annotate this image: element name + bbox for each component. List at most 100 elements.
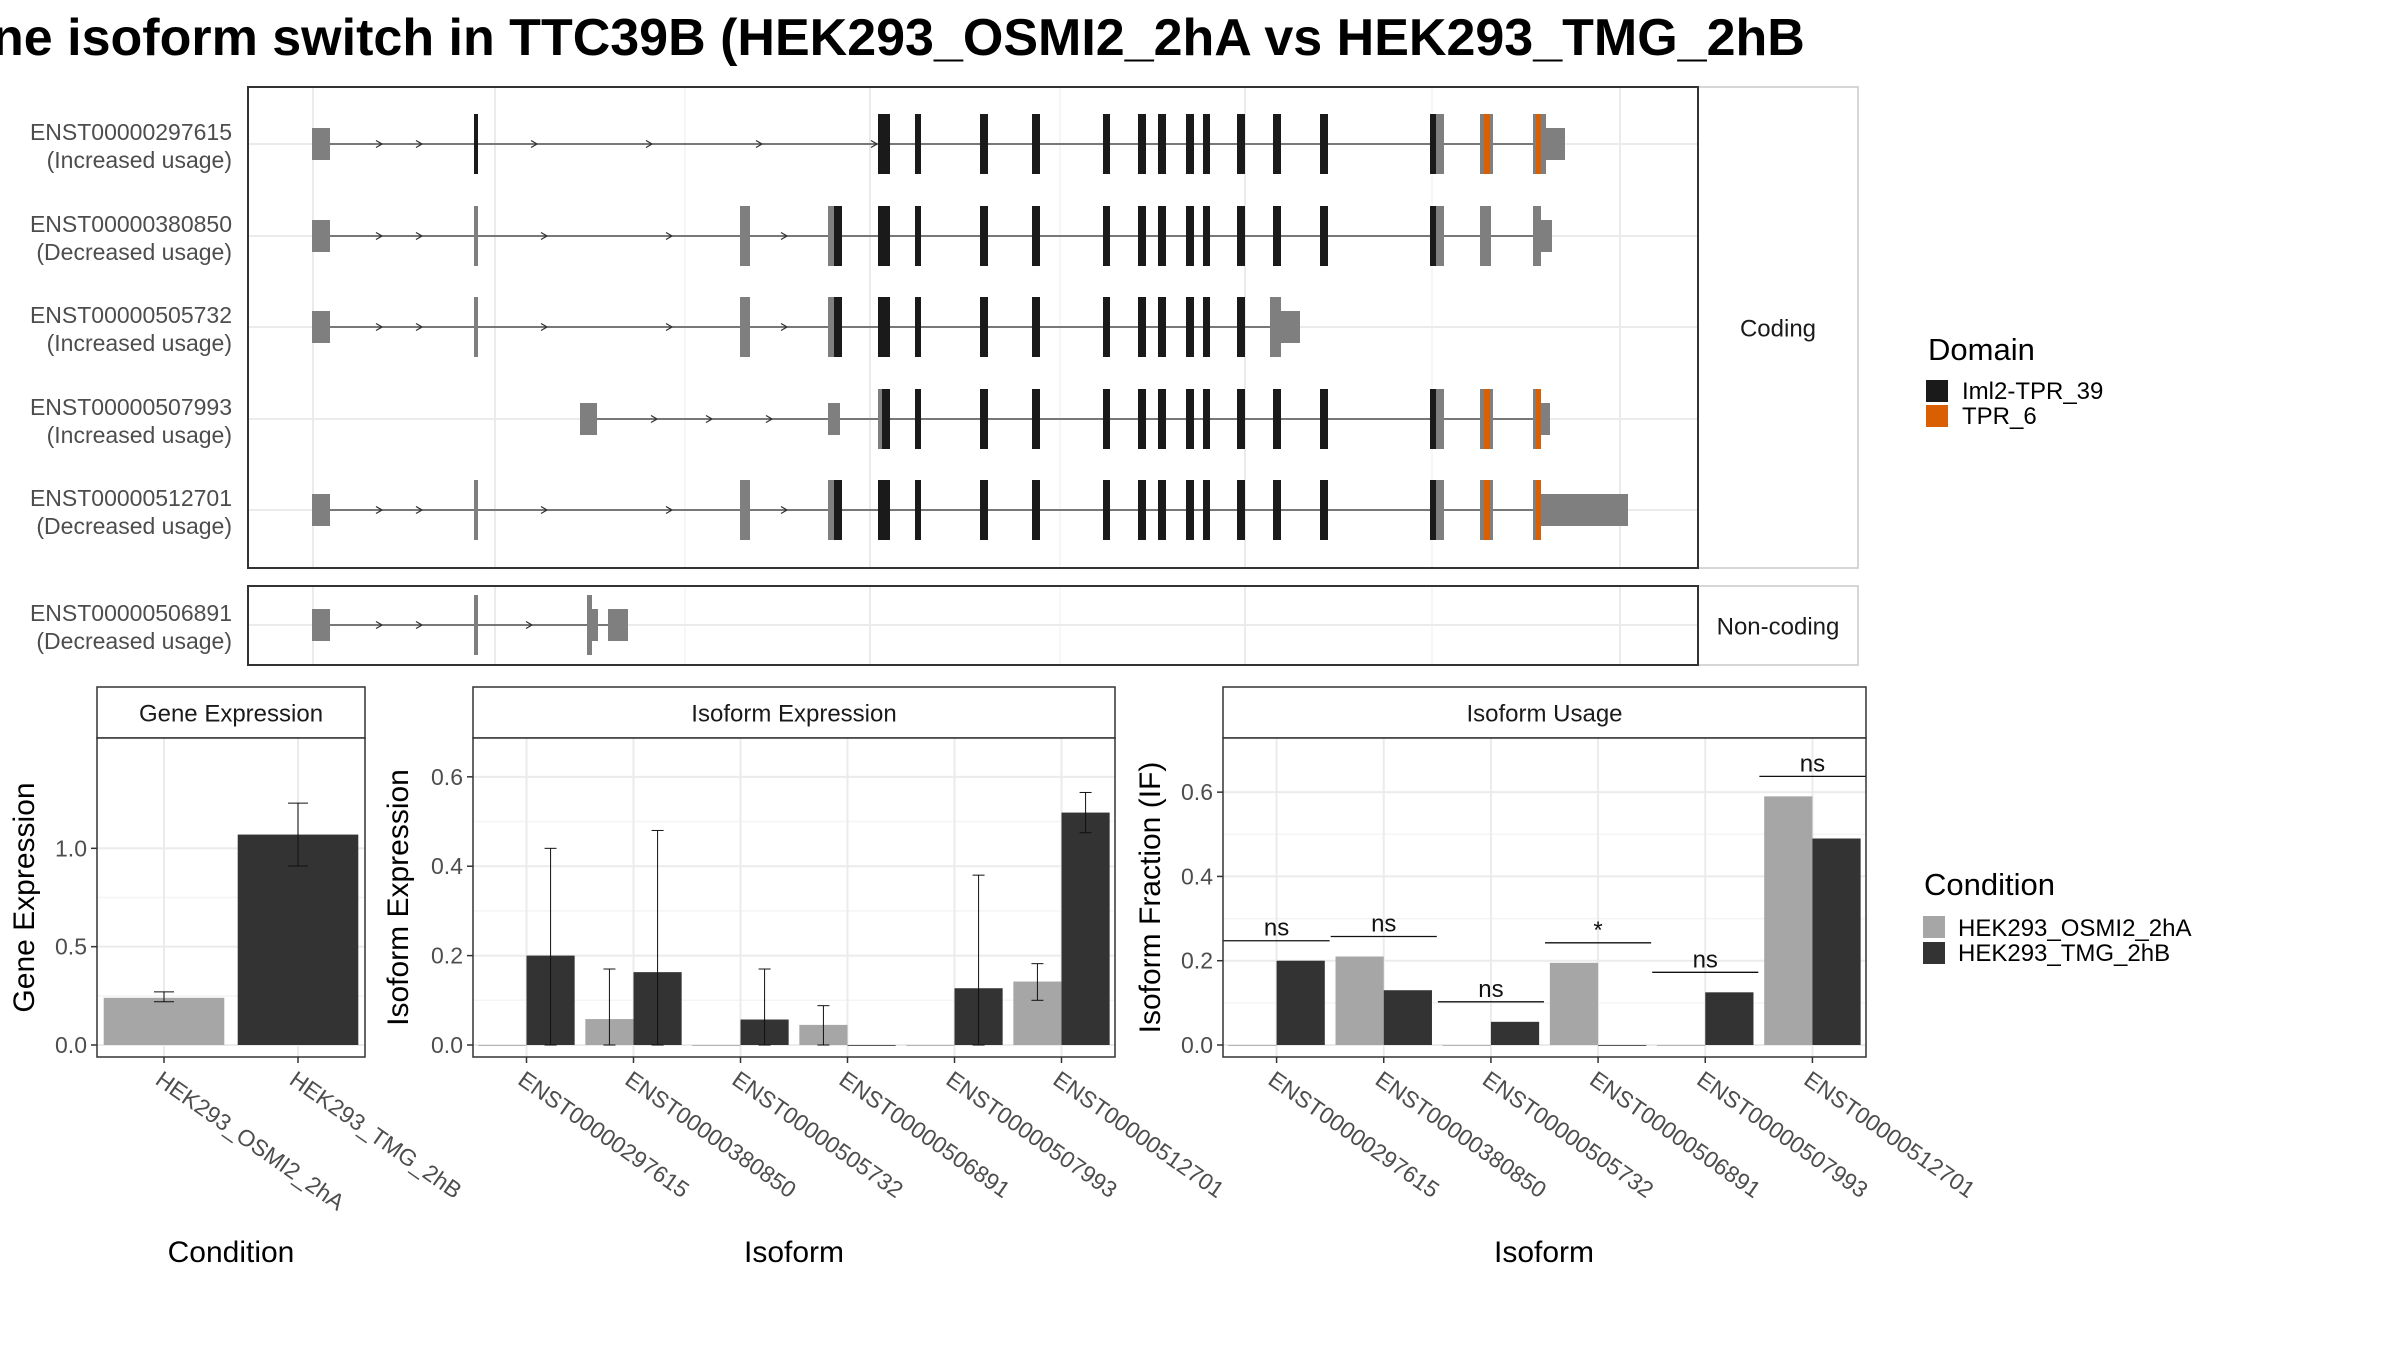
exon [474,480,478,540]
strand-arrow [415,620,424,630]
coding-strip-label: Coding [1740,316,1816,343]
bar-HEK293_OSMI2_2hA-ENST00000507993 [906,1045,955,1046]
exon [1546,128,1565,160]
exon [1533,114,1536,174]
exon [1436,389,1444,449]
isoform-usage-chart: Isoform Usage 0.0 0.2 0.4 0.6 ns ns ns * ns ns ENST… [1134,686,1980,1269]
bar-HEK293_OSMI2_2hA [103,997,225,1045]
domain-exon-iml2 [1158,389,1166,449]
bar-HEK293_OSMI2_2hA-ENST00000297615 [478,1045,527,1046]
domain-exon-iml2 [1237,389,1245,449]
condition-legend: Condition HEK293_OSMI2_2hA HEK293_TMG_2h… [1923,867,2191,967]
exon [1533,389,1536,449]
domain-exon-iml2 [1138,206,1146,266]
condition-legend-title: Condition [1924,867,2055,902]
domain-exon-iml2 [1430,114,1436,174]
domain-exon-iml2 [1430,389,1436,449]
significance-label: ns [1800,750,1825,777]
domain-exon-iml2 [1203,389,1210,449]
domain-exon-iml2 [1320,389,1328,449]
bar-HEK293_TMG_2hB [237,834,359,1045]
domain-exon-iml2 [1103,389,1110,449]
strand-arrow [375,139,384,149]
isoform-usage-x-axis-title: Isoform [1494,1236,1594,1269]
isoform-usage-xtick-label: ENST00000380850 [1371,1066,1551,1203]
exon [828,297,834,357]
strand-arrow [540,505,549,515]
strand-arrow [525,620,534,630]
domain-exon-iml2 [1273,206,1281,266]
domain-exon-iml2 [915,480,921,540]
gene-expression-y-axis-title: Gene Expression [8,782,41,1012]
legend-label-cond-a: HEK293_OSMI2_2hA [1958,915,2191,942]
isoform-expression-chart: Isoform Expression 0.0 0.2 0.4 0.6 ENST000002… [382,686,1229,1269]
bar-HEK293_OSMI2_2hA-ENST00000505732 [1442,1045,1491,1046]
strand-arrow [375,231,384,241]
domain-exon-iml2 [980,297,988,357]
gene-expression-x-axis-title: Condition [168,1236,295,1269]
domain-exon-iml2 [1103,480,1110,540]
exon [1533,206,1541,266]
legend-label-tpr6: TPR_6 [1962,403,2037,430]
domain-exon-iml2 [1158,297,1166,357]
exon [740,206,750,266]
domain-exon-tpr6 [1484,389,1490,449]
strand-arrow [415,139,424,149]
exon [312,311,330,343]
significance-label: ns [1371,911,1396,938]
legend-label-cond-b: HEK293_TMG_2hB [1958,940,2170,967]
isoform-usage-xtick-label: ENST00000507993 [1692,1066,1872,1203]
domain-exon-iml2 [1273,389,1281,449]
domain-exon-iml2 [1237,206,1245,266]
isoform-expression-ytick-label: 0.4 [431,853,463,879]
domain-exon-iml2 [882,389,890,449]
domain-exon-iml2 [1158,114,1166,174]
coding-panel-border [247,86,1699,569]
isoform-expression-border [472,737,1116,1058]
domain-exon-iml2 [1273,114,1281,174]
bar-HEK293_TMG_2hB-ENST00000297615 [1276,960,1325,1045]
gene-expression-ytick-label: 0.5 [55,934,87,960]
exon [1436,114,1444,174]
domain-exon-iml2 [915,297,921,357]
domain-exon-iml2 [1320,114,1328,174]
transcript-ENST00000505732: ENST00000505732(Increased usage) [30,297,1300,357]
exon [1480,480,1484,540]
domain-exon-iml2 [1320,480,1328,540]
exon [1541,494,1628,526]
transcript-id-label: ENST00000506891 [30,600,232,626]
isoform-expression-xtick-label: ENST00000297615 [514,1066,694,1203]
domain-exon-tpr6 [1536,389,1541,449]
gene-expression-border [96,737,366,1058]
domain-exon-iml2 [1138,114,1146,174]
domain-exon-iml2 [915,114,921,174]
strand-arrow [530,139,539,149]
domain-exon-iml2 [1032,297,1040,357]
isoform-usage-xtick-label: ENST00000512701 [1800,1066,1980,1203]
domain-exon-iml2 [834,206,842,266]
domain-exon-iml2 [1158,480,1166,540]
exon [1541,220,1552,252]
exon [828,206,834,266]
domain-exon-iml2 [1032,114,1040,174]
domain-exon-iml2 [980,389,988,449]
transcript-structure-panel: CodingNon-codingENST00000297615(Increase… [30,86,1859,666]
strand-arrow [780,505,789,515]
domain-exon-iml2 [1103,206,1110,266]
domain-exon-iml2 [1273,480,1281,540]
domain-exon-iml2 [1430,206,1436,266]
strand-arrow [650,414,659,424]
isoform-expression-plot-bg [473,738,1115,1057]
exon [1436,206,1444,266]
domain-exon-iml2 [1237,114,1245,174]
domain-exon-iml2 [1237,480,1245,540]
domain-exon-iml2 [1186,206,1194,266]
isoform-usage-xtick-label: ENST00000297615 [1264,1066,1444,1203]
isoform-usage-ytick-label: 0.4 [1181,863,1213,889]
legend-key-iml2 [1926,380,1948,402]
isoform-expression-ytick-label: 0.2 [431,943,463,969]
isoform-usage-border [1222,737,1867,1058]
exon [828,403,840,435]
strand-arrow [645,139,654,149]
domain-exon-iml2 [1186,480,1194,540]
